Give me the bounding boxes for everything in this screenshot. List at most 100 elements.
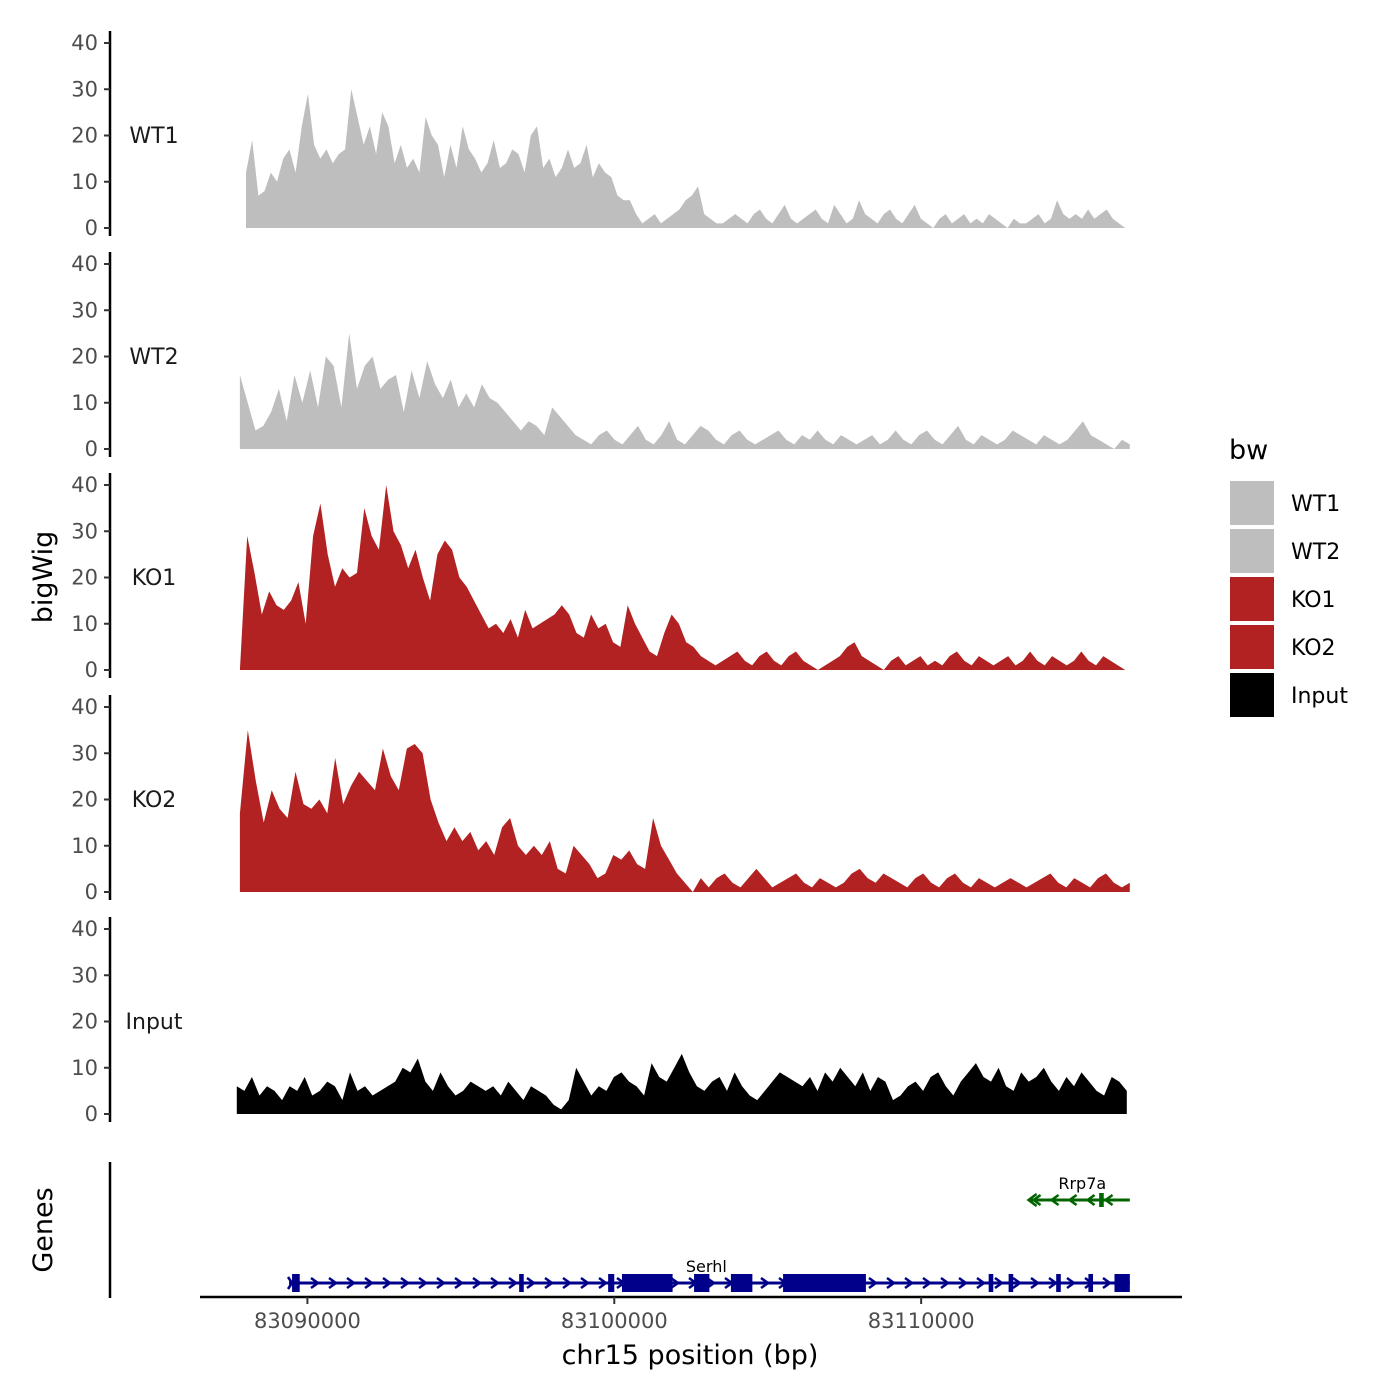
x-tick-label: 83090000	[254, 1309, 361, 1333]
y-tick-label: 40	[71, 252, 98, 276]
strand-arrow-icon	[382, 1276, 393, 1290]
y-tick-label: 10	[71, 612, 98, 636]
track-label: KO2	[132, 788, 177, 813]
legend-swatch	[1228, 527, 1276, 575]
y-tick-label: 30	[71, 741, 98, 765]
strand-arrow-icon	[346, 1276, 357, 1290]
gene-exon	[988, 1274, 994, 1292]
y-tick-label: 0	[85, 1102, 98, 1126]
strand-arrow-icon	[976, 1276, 987, 1290]
track-label: WT2	[129, 345, 178, 370]
y-tick-label: 40	[71, 695, 98, 719]
strand-arrow-icon	[958, 1276, 969, 1290]
strand-arrow-icon	[1067, 1193, 1078, 1207]
strand-arrow-icon	[328, 1276, 339, 1290]
gene-exon	[608, 1274, 615, 1292]
y-tick-label: 40	[71, 917, 98, 941]
strand-arrow-icon	[922, 1276, 933, 1290]
signal-area	[236, 1053, 1127, 1114]
strand-arrow-icon	[436, 1276, 447, 1290]
legend-swatch	[1228, 623, 1276, 671]
strand-arrow-icon	[544, 1276, 555, 1290]
y-tick-label: 20	[71, 566, 98, 590]
strand-arrow-icon	[418, 1276, 429, 1290]
y-tick-label: 20	[71, 788, 98, 812]
signal-area	[246, 89, 1126, 228]
strand-arrow-icon	[1103, 1193, 1114, 1207]
strand-arrow-icon	[1030, 1276, 1041, 1290]
y-tick-label: 20	[71, 345, 98, 369]
track-wt1: 0 10 20 30 40 WT1	[71, 31, 1126, 240]
track-wt2: 0 10 20 30 40 WT2	[71, 252, 1130, 461]
strand-arrow-icon	[400, 1276, 411, 1290]
legend-item-ko2: KO2	[1228, 623, 1336, 671]
strand-arrow-icon	[1049, 1193, 1060, 1207]
gene-exon	[1008, 1274, 1014, 1292]
gene-exon	[1056, 1274, 1061, 1292]
track-label: Input	[126, 1010, 183, 1035]
signal-area	[239, 730, 1130, 892]
gene-exon	[621, 1274, 673, 1292]
strand-arrow-icon	[1102, 1276, 1113, 1290]
x-axis: 83090000 83100000 83110000	[200, 1295, 1182, 1333]
strand-arrow-icon	[1031, 1193, 1042, 1207]
x-tick-label: 83110000	[868, 1309, 975, 1333]
strand-arrow-icon	[472, 1276, 483, 1290]
legend-label: KO2	[1291, 636, 1336, 661]
y-tick-label: 10	[71, 1056, 98, 1080]
gene-exon	[292, 1274, 300, 1292]
legend-swatch	[1228, 671, 1276, 719]
signal-area	[239, 485, 1126, 670]
gene-track: Serhl Rrp7a	[108, 1162, 1130, 1298]
genes-axis-title: Genes	[28, 1187, 59, 1272]
legend-label: WT2	[1291, 540, 1340, 565]
strand-arrow-icon	[490, 1276, 501, 1290]
strand-arrow-icon	[1048, 1276, 1059, 1290]
strand-arrow-icon	[562, 1276, 573, 1290]
track-ko2: 0 10 20 30 40 KO2	[71, 695, 1130, 904]
legend-label: WT1	[1291, 492, 1340, 517]
y-tick-label: 30	[71, 519, 98, 543]
gene-exon	[519, 1274, 524, 1292]
strand-arrow-icon	[940, 1276, 951, 1290]
strand-arrow-icon	[508, 1276, 519, 1290]
strand-arrow-icon	[1012, 1276, 1023, 1290]
gene-serhl: Serhl	[286, 1257, 1130, 1292]
legend-item-wt2: WT2	[1228, 527, 1340, 575]
strand-arrow-icon	[886, 1276, 897, 1290]
y-tick-label: 30	[71, 963, 98, 987]
gene-label: Serhl	[686, 1257, 727, 1276]
strand-arrow-icon	[760, 1276, 771, 1290]
y-tick-label: 10	[71, 170, 98, 194]
gene-exon	[730, 1274, 753, 1292]
legend: bw WT1 WT2 KO1 KO2 Input	[1228, 435, 1348, 719]
strand-arrow-icon	[1085, 1193, 1096, 1207]
track-label: WT1	[129, 124, 178, 149]
legend-item-ko1: KO1	[1228, 575, 1336, 623]
y-tick-label: 10	[71, 391, 98, 415]
gene-exon	[783, 1274, 866, 1292]
y-tick-label: 40	[71, 473, 98, 497]
legend-label: Input	[1291, 684, 1348, 709]
y-tick-label: 0	[85, 216, 98, 240]
strand-arrow-icon	[454, 1276, 465, 1290]
track-ko1: 0 10 20 30 40 KO1	[71, 473, 1126, 682]
x-tick-label: 83100000	[561, 1309, 668, 1333]
legend-label: KO1	[1291, 588, 1336, 613]
legend-swatch	[1228, 479, 1276, 527]
strand-arrow-icon	[1066, 1276, 1077, 1290]
track-label: KO1	[132, 566, 177, 591]
strand-arrow-icon	[868, 1276, 879, 1290]
y-tick-label: 10	[71, 834, 98, 858]
legend-title: bw	[1229, 435, 1268, 466]
y-tick-label: 0	[85, 880, 98, 904]
strand-arrow-icon	[580, 1276, 591, 1290]
y-tick-label: 30	[71, 298, 98, 322]
legend-item-wt1: WT1	[1228, 479, 1340, 527]
gene-exon	[1088, 1274, 1094, 1292]
track-input: 0 10 20 30 40 Input	[71, 917, 1127, 1126]
strand-arrow-icon	[526, 1276, 537, 1290]
gene-exon	[1114, 1274, 1130, 1292]
strand-arrow-icon	[1026, 1193, 1038, 1207]
y-tick-label: 0	[85, 658, 98, 682]
